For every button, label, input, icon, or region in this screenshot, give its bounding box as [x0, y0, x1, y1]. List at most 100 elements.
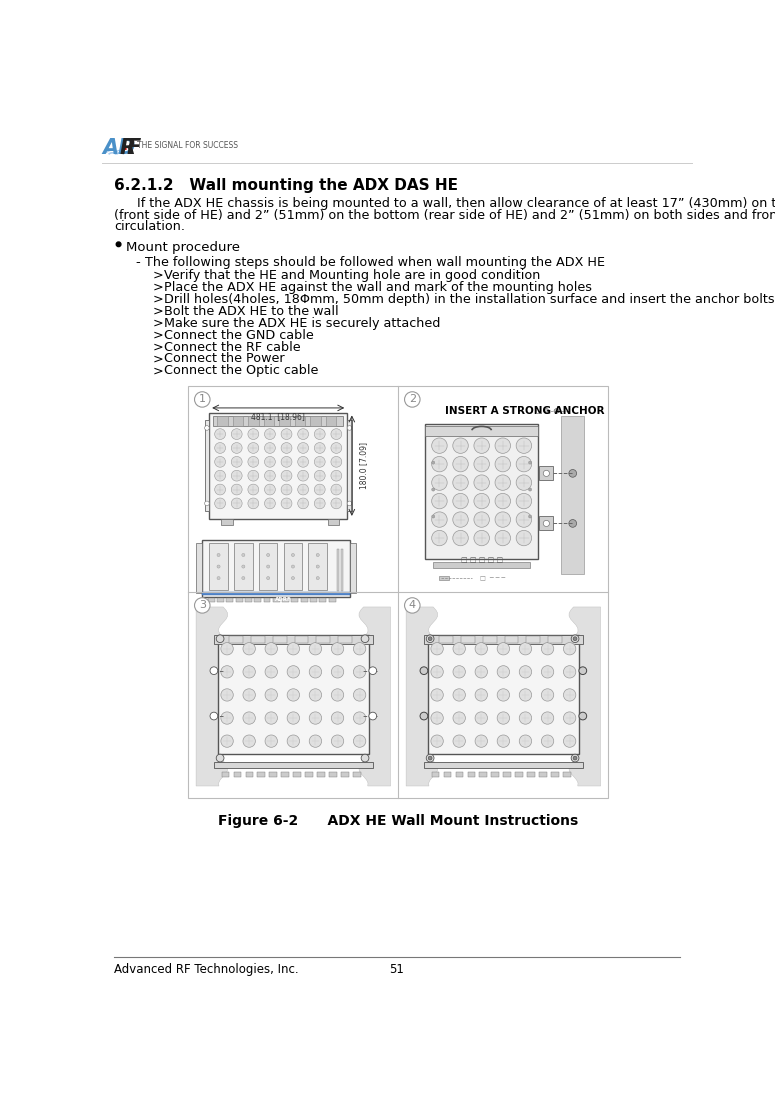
Text: Connect the Power: Connect the Power — [164, 353, 284, 366]
Bar — [504, 771, 512, 777]
Circle shape — [332, 712, 344, 724]
Bar — [234, 543, 253, 590]
Bar — [341, 771, 349, 777]
Circle shape — [215, 498, 226, 509]
Circle shape — [474, 493, 490, 509]
Text: R: R — [119, 138, 136, 158]
Bar — [433, 562, 530, 568]
Circle shape — [516, 512, 532, 528]
Bar — [214, 762, 373, 768]
Circle shape — [519, 666, 532, 678]
Bar — [461, 636, 475, 643]
Circle shape — [541, 643, 554, 655]
Circle shape — [267, 554, 270, 556]
Text: The following steps should be followed when wall mounting the ADX HE: The following steps should be followed w… — [145, 256, 605, 269]
Circle shape — [563, 643, 576, 655]
Circle shape — [242, 565, 245, 568]
Bar — [251, 636, 265, 643]
Circle shape — [369, 667, 377, 675]
Circle shape — [281, 456, 292, 467]
Bar — [539, 466, 553, 480]
Circle shape — [215, 456, 226, 467]
Bar — [310, 598, 317, 602]
Circle shape — [519, 712, 532, 724]
Circle shape — [361, 635, 369, 643]
Text: >: > — [153, 292, 164, 306]
Bar — [527, 771, 535, 777]
Bar — [217, 417, 228, 425]
Text: Bolt the ADX HE to the wall: Bolt the ADX HE to the wall — [164, 304, 338, 318]
Circle shape — [309, 735, 322, 747]
Text: Connect the Optic cable: Connect the Optic cable — [164, 365, 318, 377]
Circle shape — [287, 643, 299, 655]
Circle shape — [281, 470, 292, 481]
Bar — [563, 771, 571, 777]
Circle shape — [315, 429, 326, 440]
Bar — [205, 420, 209, 511]
Circle shape — [475, 689, 487, 701]
Circle shape — [432, 439, 447, 454]
Circle shape — [498, 666, 510, 678]
Circle shape — [347, 425, 352, 430]
Circle shape — [265, 735, 277, 747]
Text: >: > — [153, 365, 164, 377]
Bar — [279, 417, 290, 425]
Polygon shape — [196, 607, 228, 786]
Circle shape — [332, 643, 344, 655]
Bar — [317, 771, 325, 777]
Circle shape — [569, 520, 577, 528]
Circle shape — [353, 712, 366, 724]
Circle shape — [426, 754, 434, 762]
Circle shape — [332, 689, 344, 701]
Circle shape — [248, 498, 259, 509]
Text: 51: 51 — [389, 964, 405, 977]
Circle shape — [431, 712, 443, 724]
Circle shape — [281, 443, 292, 454]
Bar — [428, 635, 579, 754]
Text: INSERT A STRONG ANCHOR: INSERT A STRONG ANCHOR — [445, 407, 604, 417]
Text: Advanced RF Technologies, Inc.: Advanced RF Technologies, Inc. — [114, 964, 298, 977]
Circle shape — [495, 493, 511, 509]
Circle shape — [495, 439, 511, 454]
Circle shape — [495, 531, 511, 546]
Circle shape — [541, 735, 554, 747]
Circle shape — [569, 469, 577, 477]
Circle shape — [287, 666, 299, 678]
Circle shape — [432, 512, 447, 528]
Bar — [209, 412, 347, 519]
Bar — [439, 636, 453, 643]
Circle shape — [431, 735, 443, 747]
Circle shape — [331, 485, 342, 495]
Circle shape — [331, 470, 342, 481]
Circle shape — [264, 443, 275, 454]
Circle shape — [281, 429, 292, 440]
Bar — [526, 636, 540, 643]
Bar — [246, 771, 253, 777]
Circle shape — [281, 498, 292, 509]
Circle shape — [529, 462, 532, 464]
Bar — [347, 420, 352, 511]
Circle shape — [579, 667, 587, 675]
Text: 3: 3 — [198, 600, 206, 610]
Circle shape — [495, 475, 511, 490]
Bar — [214, 635, 373, 644]
Text: Mount procedure: Mount procedure — [126, 241, 240, 254]
Circle shape — [519, 689, 532, 701]
Circle shape — [516, 475, 532, 490]
Circle shape — [432, 531, 447, 546]
Bar — [188, 386, 608, 798]
Circle shape — [426, 635, 434, 643]
Text: >: > — [153, 353, 164, 366]
Circle shape — [210, 712, 218, 720]
Circle shape — [315, 443, 326, 454]
Circle shape — [216, 635, 224, 643]
Bar — [316, 636, 330, 643]
Circle shape — [405, 598, 420, 613]
Bar — [456, 771, 463, 777]
Circle shape — [332, 735, 344, 747]
Circle shape — [316, 577, 319, 579]
Bar — [281, 771, 289, 777]
Bar — [236, 598, 243, 602]
Circle shape — [264, 429, 275, 440]
Circle shape — [221, 735, 233, 747]
